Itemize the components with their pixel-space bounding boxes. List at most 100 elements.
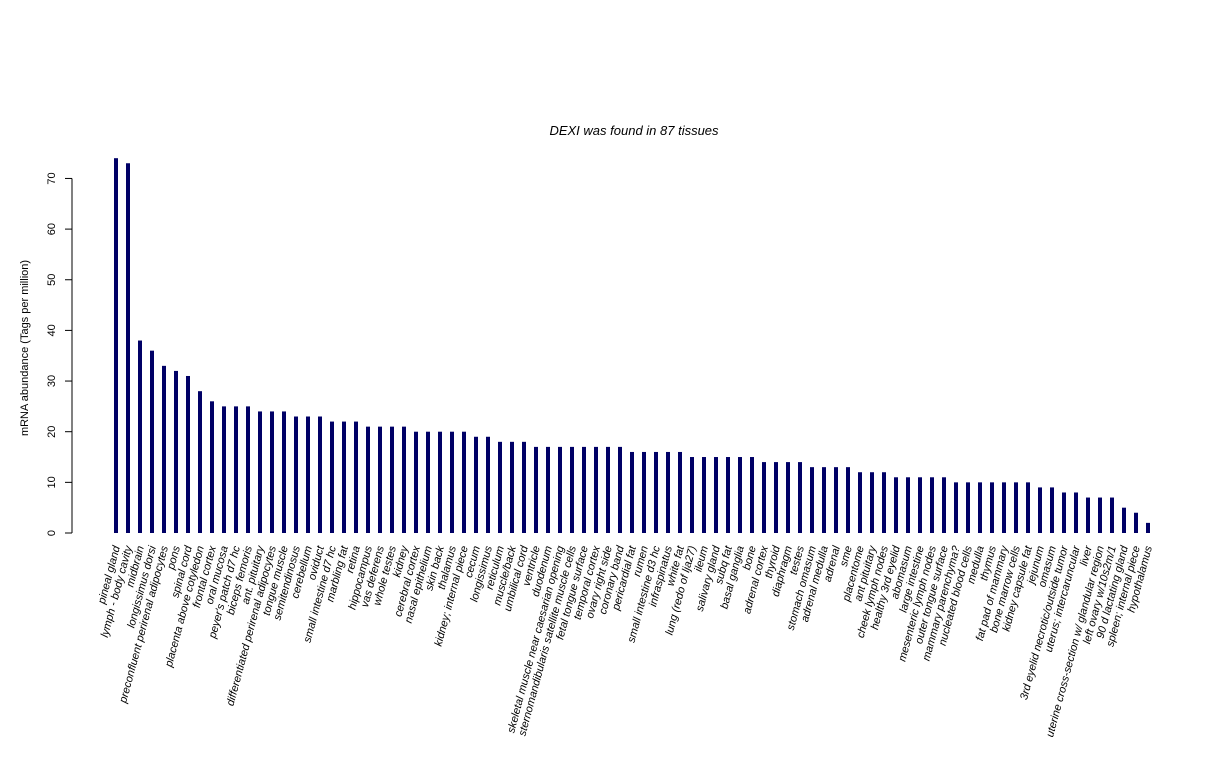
bar: [390, 426, 394, 533]
bar: [1038, 487, 1042, 533]
y-axis: 0 10 20 30 40 50 60 70: [46, 172, 73, 536]
bar: [1050, 487, 1054, 533]
bar: [378, 426, 382, 533]
bar: [954, 482, 958, 533]
bar: [762, 462, 766, 533]
bar: [510, 441, 514, 533]
bar: [282, 411, 286, 533]
bar: [834, 467, 838, 533]
bar: [270, 411, 274, 533]
bar: [966, 482, 970, 533]
bar: [402, 426, 406, 533]
bar: [486, 436, 490, 533]
bar: [798, 462, 802, 533]
bar: [318, 416, 322, 533]
bar: [114, 158, 118, 533]
bar: [606, 446, 610, 533]
bar: [642, 451, 646, 533]
bar: [810, 467, 814, 533]
bar: [234, 406, 238, 533]
bar: [822, 467, 826, 533]
bar: [882, 472, 886, 533]
bar: [246, 406, 250, 533]
bar: [1086, 497, 1090, 533]
bar: [774, 462, 778, 533]
bar: [330, 421, 334, 533]
bar: [738, 457, 742, 533]
bar: [1002, 482, 1006, 533]
bar: [126, 163, 130, 533]
bar: [582, 446, 586, 533]
bar: [1134, 512, 1138, 533]
bar: [150, 350, 154, 533]
bar: [462, 431, 466, 533]
bar: [366, 426, 370, 533]
x-tick-label: sme: [838, 545, 855, 568]
bar: [714, 457, 718, 533]
bar: [558, 446, 562, 533]
bar: [1122, 507, 1126, 533]
bar: [534, 446, 538, 533]
bar: [198, 391, 202, 533]
y-tick-label: 0: [46, 530, 58, 536]
bar: [678, 451, 682, 533]
chart-title: DEXI was found in 87 tissues: [549, 123, 719, 138]
bar: [414, 431, 418, 533]
y-tick-label: 60: [46, 223, 58, 235]
y-tick-label: 20: [46, 426, 58, 438]
bar: [654, 451, 658, 533]
bar: [342, 421, 346, 533]
bar: [162, 365, 166, 533]
bar: [186, 375, 190, 533]
bar: [210, 401, 214, 533]
bar: [930, 477, 934, 533]
bar: [594, 446, 598, 533]
bar: [618, 446, 622, 533]
bar: [222, 406, 226, 533]
y-tick-label: 70: [46, 172, 58, 184]
bar: [846, 467, 850, 533]
bars: [114, 158, 1150, 533]
bar: [1026, 482, 1030, 533]
bar: [666, 451, 670, 533]
x-tick-label: liver: [1078, 543, 1095, 567]
y-tick-label: 30: [46, 375, 58, 387]
bar: [522, 441, 526, 533]
bar: [474, 436, 478, 533]
y-axis-label: mRNA abundance (Tags per million): [19, 260, 31, 436]
y-tick-label: 10: [46, 476, 58, 488]
y-tick-label: 50: [46, 274, 58, 286]
bar: [978, 482, 982, 533]
bar: [702, 457, 706, 533]
bar: [1062, 492, 1066, 533]
bar: [498, 441, 502, 533]
bar: [1098, 497, 1102, 533]
bar: [174, 370, 178, 533]
bar: [726, 457, 730, 533]
y-tick-label: 40: [46, 324, 58, 336]
bar: [750, 457, 754, 533]
bar: [894, 477, 898, 533]
bar: [570, 446, 574, 533]
bar: [294, 416, 298, 533]
bar: [630, 451, 634, 533]
bar: [918, 477, 922, 533]
bar: [942, 477, 946, 533]
bar: [426, 431, 430, 533]
bar: [1146, 522, 1150, 533]
bar: [258, 411, 262, 533]
bar: [1110, 497, 1114, 533]
bar: [690, 457, 694, 533]
bar: [1074, 492, 1078, 533]
bar: [906, 477, 910, 533]
bar: [870, 472, 874, 533]
bar: [450, 431, 454, 533]
bar: [1014, 482, 1018, 533]
bar: [138, 340, 142, 533]
bar: [990, 482, 994, 533]
bar: [546, 446, 550, 533]
bar: [858, 472, 862, 533]
bar: [354, 421, 358, 533]
